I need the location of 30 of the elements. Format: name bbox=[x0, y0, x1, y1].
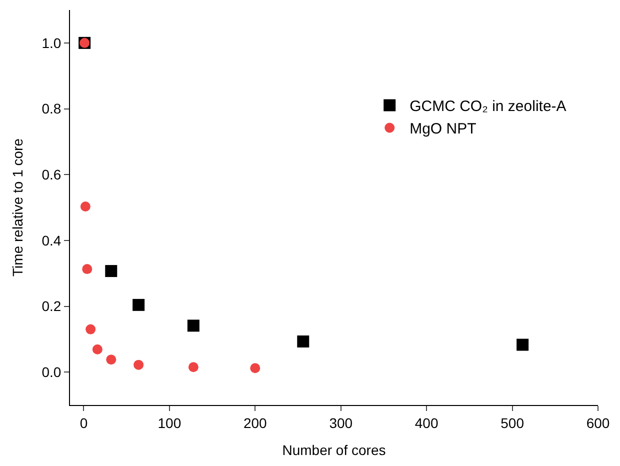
x-tick-label: 0 bbox=[80, 414, 88, 431]
x-tick-label: 500 bbox=[500, 414, 524, 431]
point bbox=[132, 298, 145, 311]
y-tick-label: 0.6 bbox=[42, 166, 62, 182]
point bbox=[516, 338, 529, 351]
point bbox=[105, 265, 118, 278]
x-tick-label: 300 bbox=[329, 414, 353, 431]
point bbox=[250, 363, 260, 374]
point bbox=[82, 264, 92, 274]
point bbox=[134, 360, 144, 370]
legend-label: MgO NPT bbox=[410, 120, 476, 138]
x-tick-label: 400 bbox=[414, 414, 438, 431]
x-axis-title: Number of cores bbox=[282, 442, 386, 458]
point bbox=[297, 335, 310, 348]
point bbox=[188, 362, 198, 372]
y-tick-label: 0.8 bbox=[42, 100, 62, 117]
y-tick-label: 0.4 bbox=[42, 232, 62, 248]
point bbox=[106, 354, 116, 365]
x-tick-label: 100 bbox=[158, 414, 182, 431]
y-tick-label: 1.0 bbox=[42, 34, 62, 51]
point bbox=[80, 202, 90, 212]
y-tick-label: 0.2 bbox=[42, 298, 62, 314]
x-tick-label: 200 bbox=[243, 414, 268, 431]
y-tick-label: 0.0 bbox=[42, 364, 62, 380]
y-axis-title: Time relative to 1 core bbox=[9, 138, 26, 276]
x-tick-label: 600 bbox=[586, 414, 610, 431]
point bbox=[86, 324, 96, 334]
point bbox=[187, 320, 200, 332]
legend-label: GCMC CO₂ in zeolite-A bbox=[410, 98, 566, 116]
point bbox=[92, 344, 102, 354]
